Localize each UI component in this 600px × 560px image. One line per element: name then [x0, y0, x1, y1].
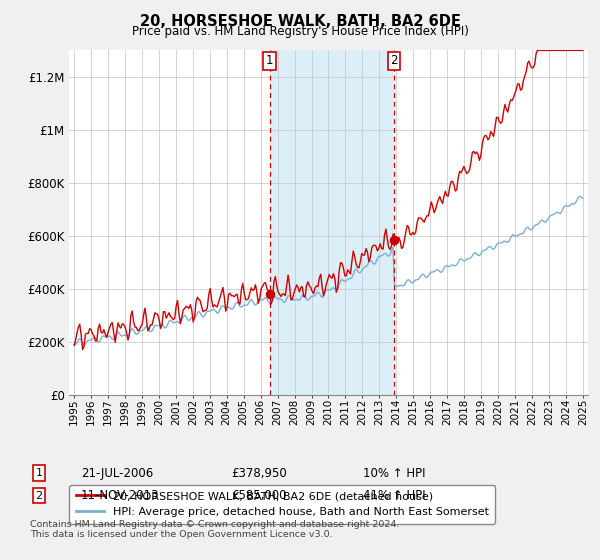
Text: 21-JUL-2006: 21-JUL-2006	[81, 466, 153, 480]
Text: 2: 2	[35, 491, 43, 501]
Text: Contains HM Land Registry data © Crown copyright and database right 2024.
This d: Contains HM Land Registry data © Crown c…	[30, 520, 400, 539]
Text: 10% ↑ HPI: 10% ↑ HPI	[363, 466, 425, 480]
Text: 1: 1	[266, 54, 274, 68]
Text: £378,950: £378,950	[231, 466, 287, 480]
Text: Price paid vs. HM Land Registry's House Price Index (HPI): Price paid vs. HM Land Registry's House …	[131, 25, 469, 38]
Point	[265, 290, 275, 299]
Bar	[270, 50, 394, 395]
Legend: 20, HORSESHOE WALK, BATH, BA2 6DE (detached house), HPI: Average price, detached: 20, HORSESHOE WALK, BATH, BA2 6DE (detac…	[70, 484, 496, 524]
Text: 2: 2	[390, 54, 398, 68]
Text: 11-NOV-2013: 11-NOV-2013	[81, 489, 160, 502]
Text: 41% ↑ HPI: 41% ↑ HPI	[363, 489, 425, 502]
Text: £585,000: £585,000	[231, 489, 287, 502]
Text: 1: 1	[35, 468, 43, 478]
Text: 20, HORSESHOE WALK, BATH, BA2 6DE: 20, HORSESHOE WALK, BATH, BA2 6DE	[140, 14, 460, 29]
Point	[389, 235, 399, 244]
